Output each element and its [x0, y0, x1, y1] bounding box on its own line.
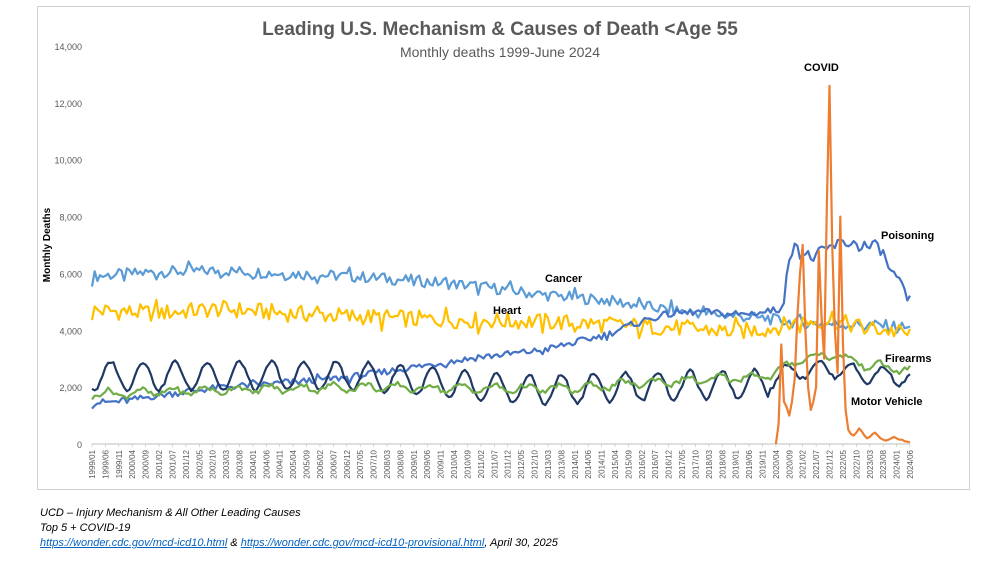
x-tick-label: 2019/11 [758, 449, 767, 478]
x-tick-label: 1999/11 [115, 449, 124, 478]
x-tick-label: 2017/05 [678, 449, 687, 478]
series-line-covid [774, 84, 911, 445]
x-tick-label: 2007/10 [370, 449, 379, 478]
x-tick-label: 2004/11 [276, 449, 285, 478]
x-tick-label: 2012/10 [531, 449, 540, 478]
y-tick-label: 4,000 [59, 326, 82, 336]
x-tick-label: 2019/01 [732, 449, 741, 478]
x-tick-label: 2014/06 [584, 449, 593, 478]
series-line-poisoning [91, 238, 911, 410]
series-line-motor-vehicle [91, 359, 911, 407]
x-tick-label: 1999/01 [88, 449, 97, 478]
x-tick-label: 2011/02 [477, 449, 486, 478]
x-tick-label: 2008/08 [396, 449, 405, 478]
chart-title: Leading U.S. Mechanism & Causes of Death… [262, 19, 738, 40]
x-tick-label: 2016/02 [638, 449, 647, 478]
y-tick-label: 2,000 [59, 383, 82, 393]
x-tick-label: 2010/04 [450, 449, 459, 478]
x-tick-label: 2016/12 [665, 449, 674, 478]
x-tick-label: 2015/09 [624, 449, 633, 478]
x-tick-label: 2003/03 [222, 449, 231, 478]
x-tick-label: 2014/01 [571, 449, 580, 478]
series-label-poisoning: Poisoning [881, 230, 934, 242]
y-axis-label: Monthly Deaths [42, 207, 53, 282]
series-line-firearms [91, 352, 911, 401]
x-tick-label: 2022/10 [852, 449, 861, 478]
x-tick-label: 2006/12 [343, 449, 352, 478]
x-tick-label: 2010/09 [463, 449, 472, 478]
x-tick-label: 2018/08 [718, 449, 727, 478]
series-label-cancer: Cancer [545, 273, 583, 285]
series-line-cancer [90, 260, 911, 335]
x-tick-label: 2013/03 [544, 449, 553, 478]
x-tick-label: 2004/01 [249, 449, 258, 478]
x-tick-label: 2006/07 [329, 449, 338, 478]
x-tick-label: 2004/06 [262, 449, 271, 478]
y-tick-label: 12,000 [54, 99, 82, 109]
x-tick-label: 2018/03 [705, 449, 714, 478]
series-line-heart [90, 298, 912, 340]
x-tick-label: 2009/06 [423, 449, 432, 478]
series-label-firearms: Firearms [885, 353, 931, 365]
x-tick-label: 2008/03 [383, 449, 392, 478]
x-tick-label: 2023/08 [879, 449, 888, 478]
x-tick-label: 2011/12 [504, 449, 513, 478]
x-tick-label: 2000/04 [128, 449, 137, 478]
y-tick-label: 10,000 [54, 156, 82, 166]
x-tick-label: 2000/09 [142, 449, 151, 478]
x-tick-label: 2016/07 [651, 449, 660, 478]
source-footer: UCD – Injury Mechanism & All Other Leadi… [40, 506, 558, 551]
x-tick-label: 1999/06 [101, 449, 110, 478]
x-tick-label: 2005/04 [289, 449, 298, 478]
source-link-1[interactable]: https://wonder.cdc.gov/mcd-icd10.html [40, 537, 228, 549]
x-tick-label: 2015/04 [611, 449, 620, 478]
x-tick-label: 2012/05 [517, 449, 526, 478]
series-label-covid: COVID [804, 62, 839, 74]
x-tick-label: 2019/06 [745, 449, 754, 478]
series-label-motor-vehicle: Motor Vehicle [851, 396, 923, 408]
line-chart: 0 2,000 4,000 6,000 8,000 10,000 12,000 14,000 M… [42, 42, 934, 479]
x-tick-label: 2009/11 [437, 449, 446, 478]
x-tick-label: 2013/08 [557, 449, 566, 478]
y-tick-label: 8,000 [59, 213, 82, 223]
x-tick-label: 2005/09 [303, 449, 312, 478]
y-tick-label: 6,000 [59, 269, 82, 279]
x-tick-label: 2014/11 [598, 449, 607, 478]
x-tick-label: 2024/06 [906, 449, 915, 478]
x-tick-label: 2020/04 [772, 449, 781, 478]
y-tick-label: 14,000 [54, 42, 82, 52]
x-tick-label: 2007/05 [356, 449, 365, 478]
x-tick-label: 2002/05 [195, 449, 204, 478]
x-tick-label: 2001/12 [182, 449, 191, 478]
x-tick-label: 2021/12 [826, 449, 835, 478]
x-tick-label: 2001/02 [155, 449, 164, 478]
x-tick-label: 2020/09 [785, 449, 794, 478]
x-tick-label: 2003/08 [236, 449, 245, 478]
chart-frame [37, 6, 970, 490]
x-tick-label: 2021/07 [812, 449, 821, 478]
source-date: , April 30, 2025 [484, 537, 558, 549]
x-tick-label: 2009/01 [410, 449, 419, 478]
x-tick-label: 2002/10 [209, 449, 218, 478]
chart-subtitle: Monthly deaths 1999-June 2024 [399, 44, 601, 60]
x-tick-label: 2017/10 [691, 449, 700, 478]
series-label-heart: Heart [493, 305, 521, 317]
x-tick-label: 2022/05 [839, 449, 848, 478]
x-tick-label: 2011/07 [490, 449, 499, 478]
x-tick-label: 2006/02 [316, 449, 325, 478]
x-tick-label: 2021/02 [799, 449, 808, 478]
y-tick-label: 0 [77, 440, 82, 450]
x-tick-label: 2024/01 [893, 449, 902, 478]
source-links: https://wonder.cdc.gov/mcd-icd10.html & … [40, 536, 558, 551]
x-tick-label: 2001/07 [168, 449, 177, 478]
source-line-2: Top 5 + COVID-19 [40, 522, 131, 534]
x-tick-label: 2023/03 [866, 449, 875, 478]
source-line-1: UCD – Injury Mechanism & All Other Leadi… [40, 507, 301, 519]
link-separator: & [227, 537, 241, 549]
source-link-2[interactable]: https://wonder.cdc.gov/mcd-icd10-provisi… [240, 537, 485, 549]
